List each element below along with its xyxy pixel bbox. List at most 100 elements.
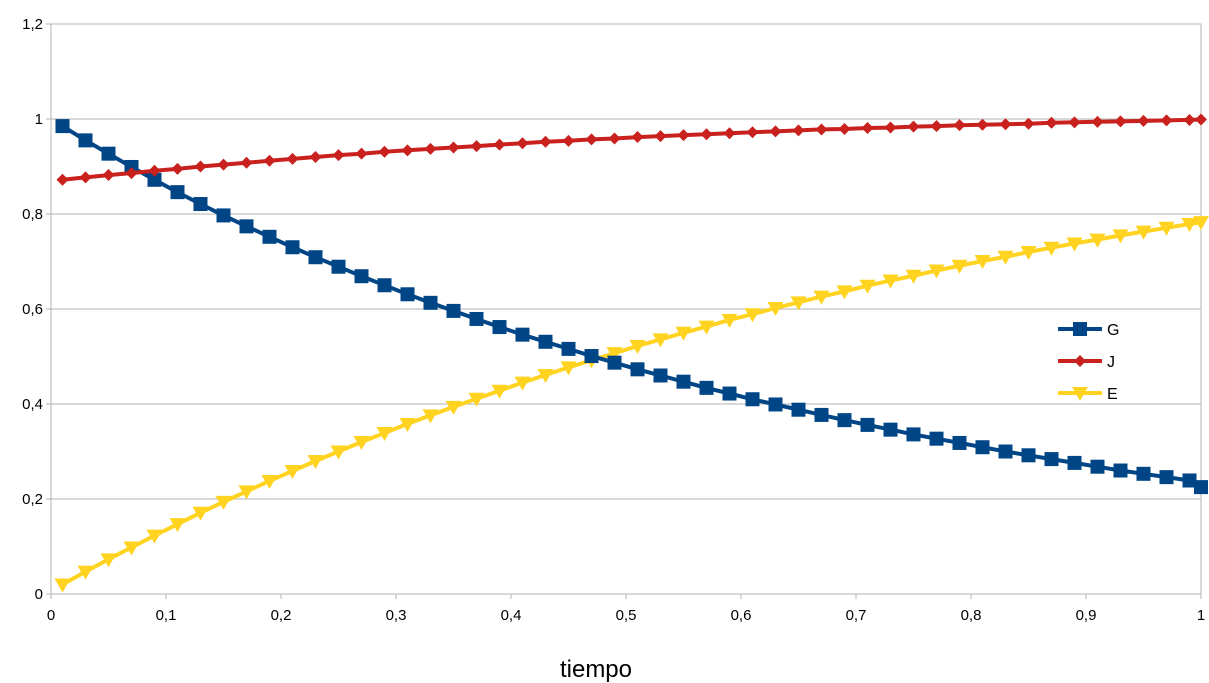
point-E <box>422 409 439 424</box>
point-J <box>309 151 322 163</box>
point-G <box>952 435 967 450</box>
point-G <box>722 386 737 401</box>
point-J <box>884 121 897 134</box>
point-J <box>1183 113 1196 126</box>
point-G <box>492 320 507 335</box>
point-E <box>330 445 347 460</box>
point-E <box>675 326 692 341</box>
point-J <box>378 145 391 158</box>
point-E <box>1066 237 1083 252</box>
point-E <box>376 426 393 441</box>
series-line-G <box>61 124 1202 489</box>
point-J <box>677 129 690 142</box>
point-G <box>354 269 369 284</box>
y-tick-label: 1 <box>35 111 43 128</box>
point-G <box>538 334 553 349</box>
point-G <box>1067 455 1082 470</box>
point-J <box>585 133 598 146</box>
point-G <box>469 311 484 326</box>
point-G <box>584 349 599 364</box>
series-G <box>55 119 1208 495</box>
point-G <box>193 197 208 212</box>
point-J <box>263 154 276 167</box>
point-J <box>447 141 460 154</box>
legend-label: E <box>1107 386 1118 403</box>
point-J <box>999 118 1012 131</box>
x-tick-label: 0,3 <box>386 607 407 624</box>
point-J <box>470 140 483 153</box>
point-J <box>838 122 851 135</box>
point-J <box>493 138 506 151</box>
point-J <box>631 131 644 144</box>
point-G <box>837 413 852 428</box>
point-G <box>607 355 622 370</box>
point-E <box>836 285 853 300</box>
point-G <box>170 185 185 200</box>
y-tick-label: 0,8 <box>22 206 43 223</box>
x-tick-label: 0,4 <box>501 607 522 624</box>
point-J <box>654 130 667 143</box>
point-E <box>721 313 738 328</box>
point-E <box>698 320 715 335</box>
point-G <box>929 431 944 446</box>
x-axis-title: tiempo <box>560 656 632 683</box>
point-G <box>653 368 668 383</box>
y-tick-label: 0,2 <box>22 491 43 508</box>
point-G <box>630 362 645 377</box>
point-E <box>1135 225 1152 240</box>
point-E <box>652 333 669 348</box>
point-J <box>1022 117 1035 130</box>
point-J <box>907 120 920 133</box>
point-J <box>1068 116 1081 129</box>
point-G <box>1194 480 1208 495</box>
point-E <box>307 455 324 469</box>
point-G <box>101 146 116 161</box>
point-E <box>445 400 462 415</box>
legend-label: J <box>1107 354 1115 371</box>
series-J <box>56 113 1207 186</box>
x-tick-label: 0 <box>47 607 55 624</box>
point-G <box>975 440 990 455</box>
point-G <box>1113 463 1128 478</box>
point-J <box>769 125 782 138</box>
point-J <box>424 142 437 155</box>
x-tick-label: 0,6 <box>731 607 752 624</box>
point-J <box>1114 115 1127 128</box>
point-E <box>859 279 876 294</box>
point-J <box>861 122 874 135</box>
point-J <box>171 162 184 175</box>
point-G <box>239 219 254 234</box>
point-J <box>976 118 989 131</box>
point-G <box>78 133 93 148</box>
series-layer <box>54 113 1209 593</box>
point-E <box>790 296 807 311</box>
point-E <box>951 259 968 274</box>
point-E <box>77 565 94 580</box>
point-E <box>1089 233 1106 248</box>
point-J <box>1195 113 1207 126</box>
point-E <box>491 384 508 399</box>
point-G <box>377 278 392 293</box>
point-E <box>1112 229 1129 244</box>
point-E <box>284 464 301 479</box>
legend-marker-E <box>1072 387 1088 401</box>
point-G <box>883 422 898 437</box>
point-J <box>56 173 69 186</box>
point-E <box>537 369 554 384</box>
point-J <box>125 167 138 180</box>
point-J <box>102 169 115 182</box>
point-E <box>169 518 186 533</box>
point-E <box>100 553 117 568</box>
point-G <box>124 159 139 174</box>
point-G <box>1044 452 1059 467</box>
point-E <box>1193 216 1209 231</box>
x-tick-label: 0,9 <box>1076 607 1097 624</box>
point-G <box>147 172 162 187</box>
point-G <box>1136 466 1151 481</box>
point-G <box>216 208 231 223</box>
point-J <box>286 152 299 165</box>
point-G <box>1182 473 1197 488</box>
point-E <box>215 495 232 510</box>
legend-label: G <box>1107 322 1119 339</box>
